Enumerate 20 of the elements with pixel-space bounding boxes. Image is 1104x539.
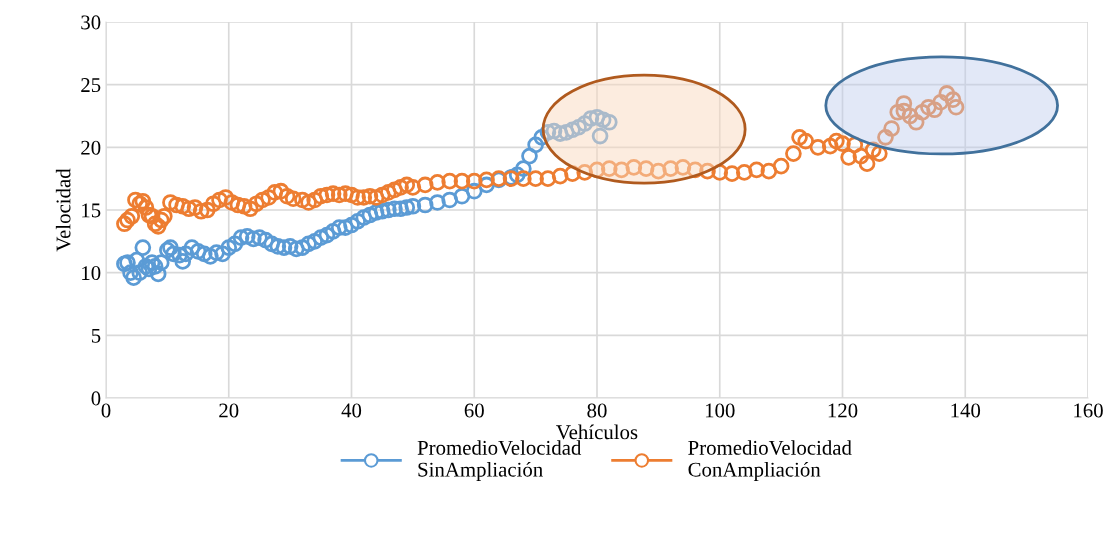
y-axis-title: Velocidad [55,168,71,252]
x-tick-label: 120 [828,403,858,418]
x-axis-title: Vehículos [556,424,638,440]
legend-label: PromedioVelocidad ConAmpliación [688,440,852,481]
y-tick-label: 25 [81,78,101,93]
y-tick-label: 0 [91,391,101,406]
y-tick-label: 10 [82,266,101,281]
y-tick-label: 20 [81,140,101,155]
x-tick-label: 100 [705,403,735,418]
x-tick-label: 60 [464,403,484,418]
x-tick-label: 40 [341,403,362,418]
y-tick-label: 30 [81,15,101,30]
y-tick-label: 15 [82,203,101,218]
x-tick-label: 20 [219,403,239,418]
x-tick-label: 140 [951,403,981,418]
x-tick-label: 80 [587,403,607,418]
x-tick-label: 0 [101,403,111,418]
x-tick-label: 160 [1074,403,1103,418]
y-tick-label: 5 [91,328,101,343]
legend-label: PromedioVelocidad SinAmpliación [417,440,582,481]
